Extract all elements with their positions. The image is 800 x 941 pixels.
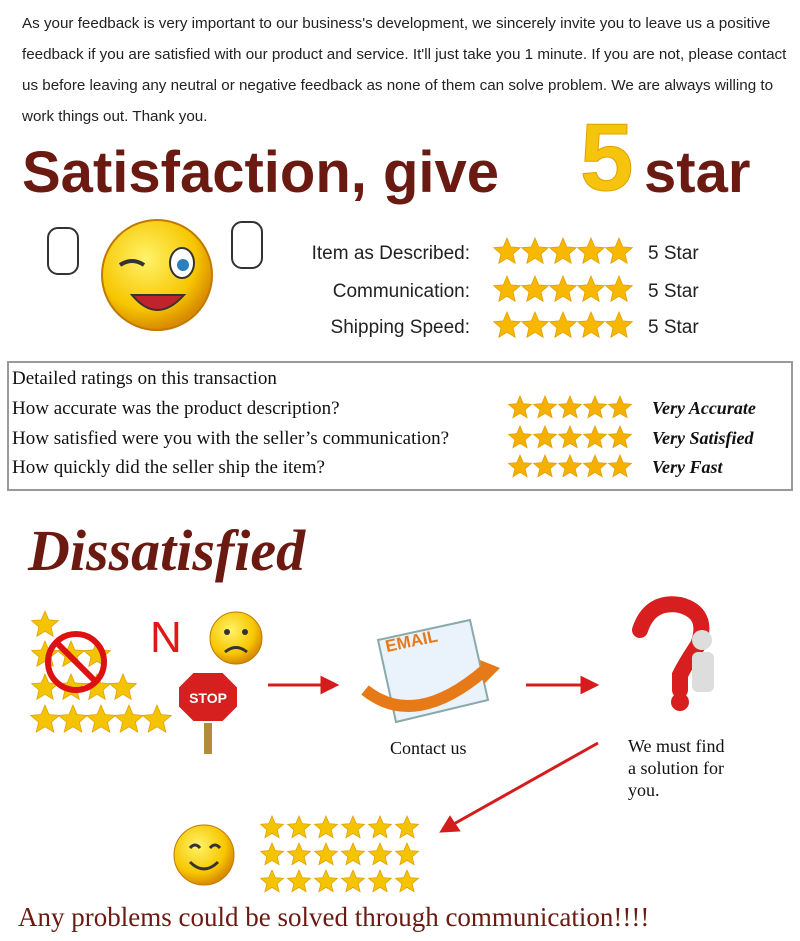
rating-score: 5 Star <box>648 243 699 264</box>
star <box>548 310 578 339</box>
star <box>85 703 117 733</box>
detail-rating: Very Satisfied <box>652 428 754 448</box>
star <box>507 453 533 478</box>
star <box>604 236 634 265</box>
star <box>582 424 608 449</box>
contact-text: Contact us <box>390 738 467 758</box>
star <box>576 274 606 303</box>
rating-label: Communication: <box>333 281 470 302</box>
star <box>367 868 393 893</box>
star <box>604 274 634 303</box>
star <box>313 868 339 893</box>
star <box>492 236 522 265</box>
star <box>259 841 285 866</box>
star <box>532 424 558 449</box>
star <box>57 703 89 733</box>
star <box>108 672 138 701</box>
intro-text: As your feedback is very important to ou… <box>22 15 787 125</box>
star <box>607 394 633 419</box>
star <box>607 453 633 478</box>
star <box>259 868 285 893</box>
sad-face <box>209 611 263 665</box>
star <box>313 814 339 839</box>
no-symbol <box>45 631 107 693</box>
star <box>30 609 60 638</box>
star <box>492 310 522 339</box>
stars <box>29 236 634 893</box>
star <box>548 274 578 303</box>
stop-label: STOP <box>189 690 227 706</box>
star <box>582 394 608 419</box>
star <box>394 841 420 866</box>
solution-line: you. <box>628 780 660 800</box>
star <box>557 424 583 449</box>
detail-question: How quickly did the seller ship the item… <box>12 457 325 478</box>
stop-sign <box>177 671 239 754</box>
star <box>340 814 366 839</box>
star <box>582 453 608 478</box>
star <box>576 310 606 339</box>
rating-label: Shipping Speed: <box>331 317 470 338</box>
title-number: 5 <box>580 104 633 211</box>
happy-face <box>173 824 235 886</box>
arrow <box>268 675 600 833</box>
star <box>313 841 339 866</box>
star <box>576 236 606 265</box>
star <box>141 703 173 733</box>
star <box>557 453 583 478</box>
footer-text: Any problems could be solved through com… <box>18 902 649 932</box>
no-letter: N <box>150 613 182 662</box>
star <box>532 453 558 478</box>
star <box>259 814 285 839</box>
star <box>29 703 61 733</box>
detail-question: How accurate was the product description… <box>12 398 340 419</box>
star <box>604 310 634 339</box>
detail-question: How satisfied were you with the seller’s… <box>12 428 449 449</box>
star <box>340 868 366 893</box>
star <box>520 274 550 303</box>
star <box>607 424 633 449</box>
star <box>394 814 420 839</box>
star <box>557 394 583 419</box>
star <box>367 814 393 839</box>
detail-title: Detailed ratings on this transaction <box>12 368 277 389</box>
star <box>113 703 145 733</box>
star <box>340 841 366 866</box>
star <box>286 841 312 866</box>
question-figure <box>632 596 714 711</box>
star <box>507 424 533 449</box>
star <box>492 274 522 303</box>
dissatisfied-title: Dissatisfied <box>27 518 306 583</box>
solution-line: a solution for <box>628 758 724 778</box>
star <box>507 394 533 419</box>
star <box>82 672 112 701</box>
solution-line: We must find <box>628 736 725 756</box>
star <box>286 814 312 839</box>
detail-rating: Very Fast <box>652 457 724 477</box>
star <box>532 394 558 419</box>
email-envelope <box>361 618 500 724</box>
rating-label: Item as Described: <box>312 243 470 264</box>
title-start: Satisfaction, give <box>22 140 499 205</box>
title-end: star <box>644 140 750 205</box>
star <box>520 310 550 339</box>
rating-score: 5 Star <box>648 317 699 338</box>
star <box>520 236 550 265</box>
detail-box <box>7 361 793 491</box>
rating-score: 5 Star <box>648 281 699 302</box>
star <box>394 868 420 893</box>
star <box>286 868 312 893</box>
star <box>30 639 60 668</box>
smiley-thumbs <box>47 219 263 331</box>
detail-rating: Very Accurate <box>652 398 756 418</box>
star <box>548 236 578 265</box>
star <box>367 841 393 866</box>
